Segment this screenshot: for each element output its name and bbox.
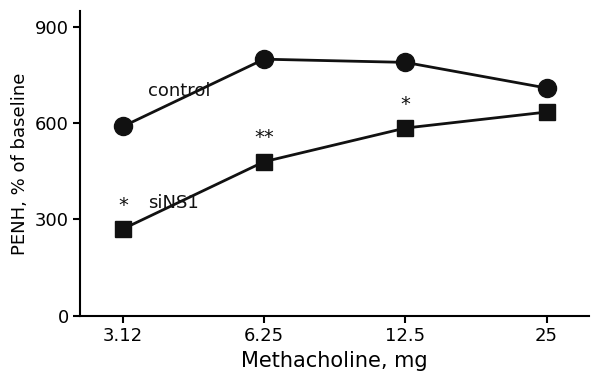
Text: **: ** bbox=[254, 128, 274, 147]
Text: *: * bbox=[400, 95, 410, 114]
Text: *: * bbox=[118, 196, 128, 215]
Text: control: control bbox=[148, 82, 211, 100]
X-axis label: Methacholine, mg: Methacholine, mg bbox=[241, 351, 428, 371]
Text: siNS1: siNS1 bbox=[148, 194, 199, 212]
Y-axis label: PENH, % of baseline: PENH, % of baseline bbox=[11, 72, 29, 254]
